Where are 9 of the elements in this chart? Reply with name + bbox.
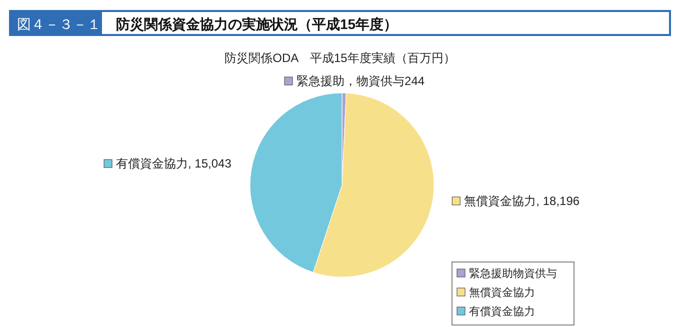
chart-title: 防災関係資金協力の実施状況（平成15年度） xyxy=(116,16,398,32)
legend-label: 無償資金協力 xyxy=(469,286,535,299)
data-label: 緊急援助，物資供与244 xyxy=(296,74,425,88)
caption: 図４－３－１ xyxy=(17,16,101,32)
legend-label: 緊急援助物資供与 xyxy=(469,267,557,280)
data-label: 無償資金協力, 18,196 xyxy=(464,194,580,208)
data-label: 有償資金協力, 15,043 xyxy=(116,156,232,171)
legend-label: 有償資金協力 xyxy=(469,305,535,318)
chart-subtitle: 防災関係ODA 平成15年度実績（百万円） xyxy=(224,51,456,65)
